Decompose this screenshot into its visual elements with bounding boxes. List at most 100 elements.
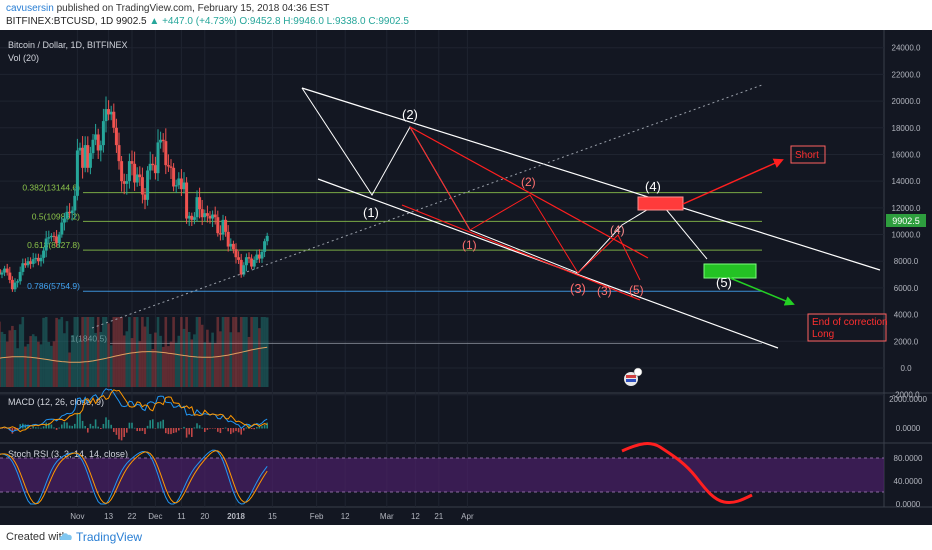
- short-note: Short: [795, 150, 819, 161]
- macd-histogram-bar: [53, 427, 55, 429]
- price-tick-label: 12000.0: [892, 204, 921, 213]
- candle-body: [177, 178, 181, 186]
- macd-histogram-bar: [167, 428, 170, 435]
- macd-histogram-bar: [170, 428, 172, 435]
- macd-histogram-bar: [37, 427, 40, 429]
- candle-body: [153, 165, 157, 174]
- candle-body: [140, 177, 144, 195]
- macd-histogram-bar: [14, 428, 16, 432]
- candle-body: [5, 268, 9, 273]
- candle-body: [226, 231, 230, 247]
- volume-bar: [169, 341, 173, 387]
- candle-body: [148, 163, 152, 171]
- volume-bar: [185, 317, 188, 387]
- macd-histogram-bar: [266, 422, 268, 429]
- volume-bar: [115, 317, 118, 387]
- volume-bar: [219, 331, 222, 387]
- wave-white-3: (3): [570, 281, 586, 296]
- candle-body: [10, 279, 14, 290]
- volume-bar: [120, 317, 123, 387]
- macd-histogram-bar: [29, 428, 32, 429]
- macd-label: MACD (12, 26, close, 9): [8, 397, 104, 407]
- macd-histogram-bar: [193, 427, 196, 429]
- macd-histogram-bar: [144, 428, 146, 435]
- volume-bar: [180, 317, 183, 387]
- macd-histogram-bar: [87, 428, 89, 433]
- candle-body: [146, 170, 150, 200]
- macd-histogram-bar: [185, 428, 188, 438]
- short-zone-box: [637, 196, 684, 211]
- time-tick-label: Nov: [70, 512, 84, 521]
- volume-bar: [24, 346, 27, 387]
- macd-histogram-bar: [100, 428, 102, 429]
- candle-body: [75, 150, 79, 196]
- chart-area[interactable]: Bitcoin / Dollar, 1D, BITFINEX Vol (20) …: [0, 30, 932, 525]
- red-lower-line: [401, 204, 641, 301]
- volume-label: Vol (20): [8, 53, 39, 63]
- price-tick-label: 10000.0: [892, 231, 921, 240]
- macd-histogram-bar: [11, 428, 14, 434]
- last-price: 9902.5: [116, 16, 147, 27]
- macd-histogram-bar: [68, 425, 71, 429]
- macd-histogram-bar: [240, 428, 242, 435]
- candle-body: [216, 217, 220, 234]
- macd-histogram-bar: [172, 428, 175, 433]
- macd-histogram-bar: [128, 422, 131, 429]
- time-tick-label: Dec: [148, 512, 162, 521]
- macd-histogram-bar: [224, 427, 227, 429]
- volume-bar: [122, 335, 126, 387]
- candle-body: [200, 209, 204, 218]
- macd-histogram-bar: [154, 428, 157, 429]
- volume-bar: [260, 317, 264, 387]
- candle-body: [120, 161, 124, 182]
- volume-bar: [234, 317, 238, 387]
- macd-histogram-bar: [217, 428, 219, 432]
- fib-label: 0.382(13144.6): [22, 183, 80, 193]
- volume-bar: [107, 323, 110, 387]
- candle-body: [47, 237, 51, 239]
- volume-bar: [174, 342, 178, 387]
- macd-histogram-bar: [256, 427, 258, 429]
- volume-bar: [109, 345, 113, 387]
- macd-histogram-bar: [110, 424, 112, 429]
- footer: Created with TradingView: [0, 525, 932, 550]
- price-tick-label: -2000.0: [892, 391, 920, 400]
- volume-bar: [255, 317, 259, 387]
- price-tick-label: 6000.0: [894, 284, 919, 293]
- candle-body: [179, 178, 183, 190]
- candle-body: [172, 167, 176, 187]
- long-note-line1: End of correction: [812, 317, 888, 328]
- macd-histogram-bar: [89, 423, 92, 429]
- macd-histogram-bar: [92, 425, 94, 429]
- volume-bar: [125, 331, 129, 387]
- tradingview-link[interactable]: TradingView: [76, 530, 143, 544]
- macd-histogram-bar: [157, 422, 159, 429]
- candle-body: [39, 257, 43, 262]
- publisher-link[interactable]: cavusersin: [6, 3, 54, 14]
- candle-body: [185, 182, 189, 219]
- volume-bar: [0, 321, 1, 387]
- symbol-name: BITFINEX:BTCUSD, 1D: [6, 16, 114, 27]
- candle-body: [260, 251, 264, 259]
- candle-body: [187, 215, 191, 219]
- volume-bar: [237, 332, 240, 387]
- fib-label: 0.5(10986.2): [32, 211, 80, 221]
- short-note-box: [790, 145, 826, 164]
- candle-body: [234, 249, 238, 258]
- candle-body: [26, 261, 30, 266]
- macd-line: [0, 388, 268, 433]
- candlesticks: [0, 96, 269, 292]
- candle-body: [122, 181, 126, 184]
- macd-histogram-bar: [35, 427, 37, 429]
- macd-histogram-bar: [219, 428, 222, 434]
- candle-body: [65, 211, 69, 219]
- macd-histogram-bar: [123, 428, 125, 438]
- candle-body: [231, 243, 235, 250]
- macd-histogram-bar: [3, 428, 6, 429]
- macd-histogram-bar: [102, 423, 105, 429]
- wave-red-3: (3): [597, 284, 612, 298]
- chart-svg[interactable]: Bitcoin / Dollar, 1D, BITFINEX Vol (20) …: [0, 30, 932, 525]
- price-axis: -2000.0 0.0 2000.0 4000.0 6000.0 8000.0 10000.…: [892, 44, 921, 400]
- projected-wave-5: [659, 201, 708, 260]
- time-tick-label: 12: [341, 512, 350, 521]
